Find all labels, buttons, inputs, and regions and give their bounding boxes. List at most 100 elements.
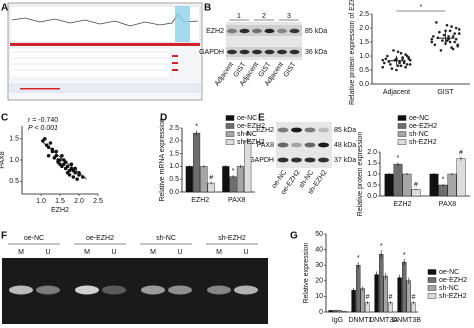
gel-band bbox=[75, 285, 99, 295]
data-point bbox=[408, 58, 412, 62]
data-point bbox=[457, 28, 461, 31]
y-tick-label: 10 bbox=[315, 293, 323, 300]
data-point bbox=[404, 65, 407, 69]
data-point bbox=[448, 29, 452, 33]
y-tick-label: 2.0 bbox=[367, 149, 377, 156]
legend-swatch bbox=[397, 115, 407, 121]
bar bbox=[374, 274, 379, 313]
lane-label: M bbox=[18, 249, 24, 256]
band bbox=[291, 142, 302, 148]
data-point bbox=[450, 25, 453, 28]
data-point bbox=[454, 26, 458, 30]
data-point bbox=[396, 50, 400, 54]
group-label: oe-EZH2 bbox=[86, 235, 114, 242]
data-point bbox=[50, 147, 55, 152]
fit-line bbox=[40, 140, 87, 180]
band bbox=[252, 28, 262, 34]
panel-label: G bbox=[290, 231, 298, 242]
protein-label: EZH2 bbox=[256, 127, 274, 134]
panel-label: F bbox=[1, 231, 7, 242]
panel-label: C bbox=[1, 113, 8, 124]
data-point bbox=[75, 177, 79, 181]
data-point bbox=[381, 58, 385, 62]
y-tick-label: 30 bbox=[315, 262, 323, 269]
legend-swatch bbox=[427, 293, 437, 299]
data-point bbox=[392, 49, 395, 52]
browser-screenshot bbox=[7, 2, 203, 101]
data-point bbox=[395, 68, 398, 72]
y-axis-label: Relative mRNA expression bbox=[159, 118, 166, 201]
significance: # bbox=[365, 294, 369, 301]
band bbox=[289, 49, 300, 55]
lane-label: M bbox=[84, 249, 90, 256]
bar bbox=[406, 280, 411, 313]
y-tick-label: 0.5 bbox=[9, 178, 19, 185]
x-tick-label: PAX8 bbox=[439, 201, 456, 208]
size-label: 85 kDa bbox=[334, 127, 356, 134]
data-point bbox=[442, 33, 446, 37]
gel-band bbox=[36, 285, 60, 295]
lane-label: GIST bbox=[283, 61, 299, 79]
bar bbox=[229, 176, 237, 193]
protein-label: EZH2 bbox=[206, 28, 224, 35]
annotation: P < 0.001 bbox=[28, 125, 58, 132]
data-point bbox=[445, 23, 449, 27]
band bbox=[289, 28, 300, 34]
data-point bbox=[433, 43, 437, 47]
significance: * bbox=[380, 243, 383, 250]
y-axis-label: PAX8 bbox=[0, 151, 6, 168]
x-axis-label: EZH2 bbox=[51, 207, 69, 214]
data-point bbox=[389, 63, 392, 66]
lane-label: U bbox=[111, 249, 116, 256]
bar bbox=[447, 173, 457, 197]
band bbox=[277, 49, 287, 55]
bar bbox=[402, 261, 407, 313]
band bbox=[277, 157, 289, 163]
gel-band bbox=[207, 285, 231, 295]
x-tick-label: DNMT1 bbox=[348, 317, 372, 324]
legend-label: sh-NC bbox=[409, 131, 429, 138]
lane-group-label: 2 bbox=[262, 13, 266, 20]
significance: * bbox=[195, 123, 198, 130]
y-tick-label: 1.5 bbox=[169, 150, 179, 157]
x-tick-label: IgG bbox=[332, 317, 343, 324]
x-tick-label: 2.0 bbox=[74, 198, 84, 205]
y-axis-label: Relative expression bbox=[303, 242, 310, 303]
lane-label: U bbox=[177, 249, 182, 256]
y-tick-label: 0.0 bbox=[359, 81, 369, 88]
legend-label: sh-EZH2 bbox=[409, 139, 437, 146]
gel-band bbox=[141, 285, 165, 295]
band bbox=[318, 157, 329, 163]
band bbox=[239, 28, 250, 34]
legend-swatch bbox=[225, 131, 235, 137]
legend-label: sh-EZH2 bbox=[439, 293, 467, 300]
bar bbox=[456, 158, 466, 197]
data-point bbox=[386, 54, 389, 58]
significance: * bbox=[357, 255, 360, 262]
legend-swatch bbox=[397, 139, 407, 145]
data-point bbox=[408, 63, 412, 66]
legend-swatch bbox=[225, 139, 235, 145]
data-point bbox=[448, 40, 452, 44]
data-point bbox=[396, 64, 400, 68]
x-tick-label: PAX8 bbox=[228, 197, 245, 204]
y-tick-label: 0.0 bbox=[169, 189, 179, 196]
data-point bbox=[67, 173, 72, 177]
data-point bbox=[381, 65, 385, 69]
significance: # bbox=[246, 131, 250, 138]
panel-label: A bbox=[1, 3, 8, 14]
y-tick-label: 1.0 bbox=[9, 157, 19, 164]
data-point bbox=[453, 32, 456, 35]
band bbox=[291, 157, 302, 163]
y-tick-label: 1.5 bbox=[359, 39, 369, 46]
axis bbox=[21, 126, 98, 195]
legend-swatch bbox=[427, 285, 437, 291]
x-tick-label: Adjacent bbox=[383, 89, 410, 96]
bar bbox=[200, 166, 208, 193]
significance: # bbox=[388, 294, 392, 301]
band bbox=[227, 49, 237, 55]
legend-label: oe-NC bbox=[439, 269, 459, 276]
y-tick-label: 0.0 bbox=[367, 193, 377, 200]
y-tick-label: 40 bbox=[315, 246, 323, 253]
legend-swatch bbox=[225, 115, 235, 121]
